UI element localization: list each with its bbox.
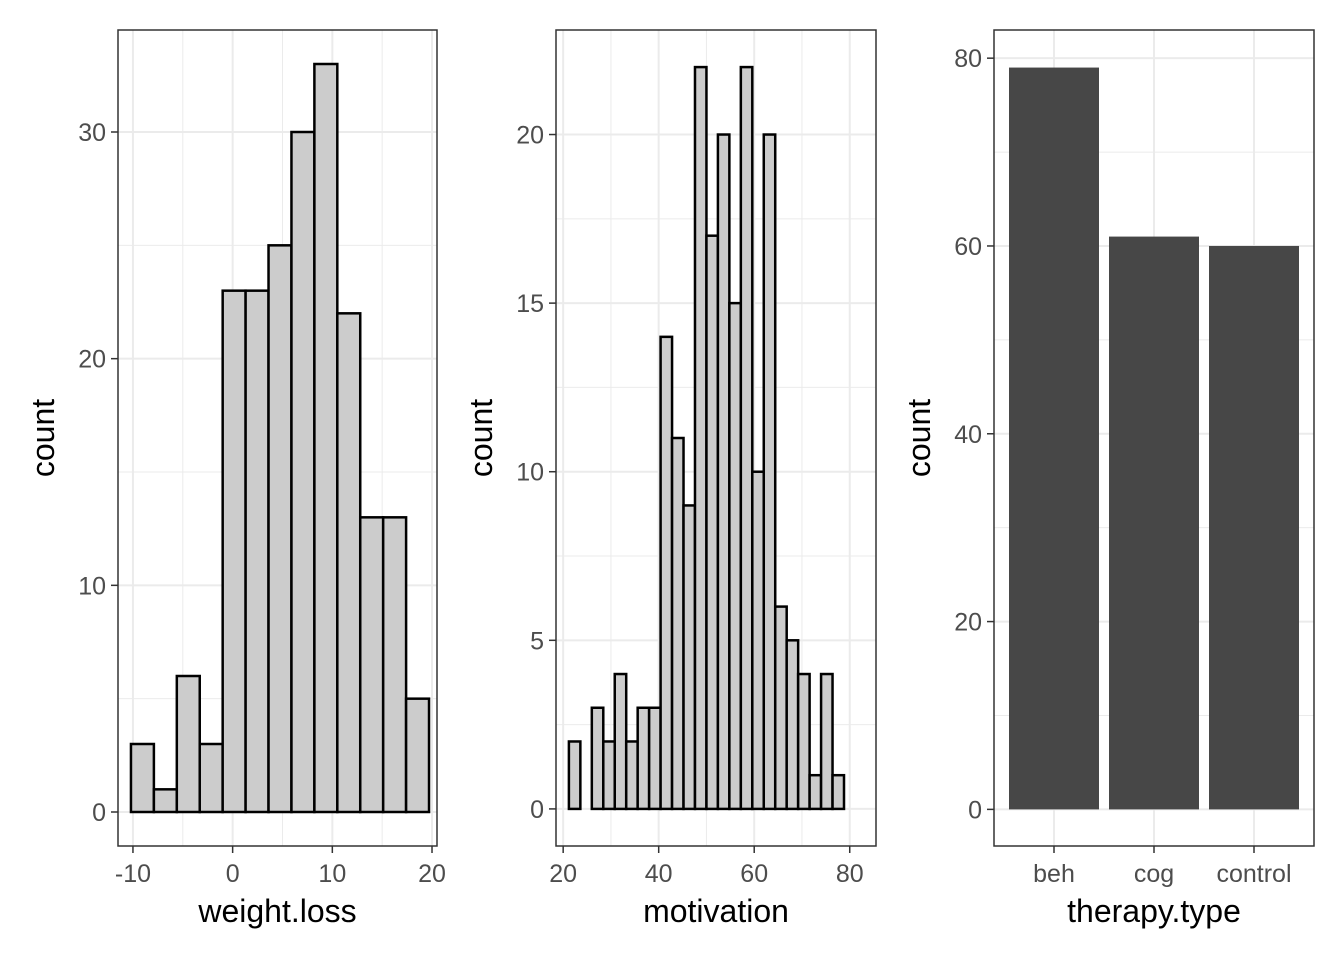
y-tick-label: 60 bbox=[954, 233, 982, 261]
histogram-bar bbox=[198, 742, 224, 814]
y-tick-label: 30 bbox=[78, 119, 106, 147]
histogram-bar bbox=[267, 244, 293, 814]
x-tick-label: cog bbox=[1134, 860, 1174, 888]
histogram-bar bbox=[728, 301, 743, 811]
x-tick-label: 20 bbox=[549, 860, 577, 888]
y-tick-label: 5 bbox=[530, 627, 544, 655]
histogram-bar bbox=[670, 436, 685, 811]
histogram-bar bbox=[773, 605, 788, 811]
histogram-bar bbox=[636, 706, 651, 811]
y-tick-label: 15 bbox=[516, 290, 544, 318]
panel-border bbox=[555, 29, 877, 847]
y-axis-title: count bbox=[25, 399, 61, 477]
y-axis-title: count bbox=[463, 399, 499, 477]
motivation-histogram-panel: 0 5 10 15 20 20 40 60 80 motivation count bbox=[463, 29, 877, 929]
histogram-bar bbox=[244, 289, 270, 814]
y-axis-title: count bbox=[901, 399, 937, 477]
histogram-bar bbox=[404, 697, 431, 814]
histogram-bar bbox=[336, 312, 362, 814]
x-tick-label: 10 bbox=[318, 860, 346, 888]
histogram-bar bbox=[751, 470, 766, 811]
bar-cog bbox=[1109, 236, 1199, 810]
y-tick-label: 40 bbox=[954, 421, 982, 449]
y-tick-label: 10 bbox=[78, 572, 106, 600]
histogram-bar bbox=[808, 773, 823, 811]
weight-loss-histogram-panel: 0 10 20 30 -10 0 10 20 weight.loss count bbox=[25, 29, 446, 929]
histogram-bar bbox=[129, 742, 156, 814]
x-axis-title: weight.loss bbox=[197, 893, 356, 929]
histogram-bar bbox=[290, 130, 316, 814]
x-tick-label: 80 bbox=[836, 860, 864, 888]
therapy-type-bar-panel: 0 20 40 60 80 beh cog control therapy.type count bbox=[901, 29, 1315, 929]
histogram-bar bbox=[682, 504, 697, 811]
histogram-bar bbox=[624, 740, 639, 811]
panel-border bbox=[993, 29, 1315, 847]
y-tick-label: 20 bbox=[954, 609, 982, 637]
y-tick-label: 80 bbox=[954, 45, 982, 73]
y-tick-label: 10 bbox=[516, 459, 544, 487]
histogram-bar bbox=[567, 740, 582, 811]
x-axis-title: therapy.type bbox=[1067, 893, 1241, 929]
bar-beh bbox=[1009, 67, 1099, 810]
histogram-bar bbox=[381, 516, 408, 814]
panel-border bbox=[117, 29, 438, 847]
histogram-bar bbox=[358, 516, 385, 814]
histogram-bar bbox=[831, 773, 846, 811]
histogram-bar bbox=[590, 706, 605, 811]
x-tick-label: control bbox=[1216, 860, 1291, 888]
bar-control bbox=[1209, 245, 1299, 810]
histogram-bar bbox=[221, 289, 247, 814]
x-axis-title: motivation bbox=[643, 893, 789, 929]
histogram-bar bbox=[739, 65, 754, 811]
histogram-bar bbox=[647, 706, 662, 811]
histogram-bar bbox=[152, 788, 179, 814]
histogram-bar bbox=[175, 674, 201, 814]
histogram-bar bbox=[659, 335, 674, 811]
histogram-bar bbox=[602, 740, 616, 811]
y-tick-label: 0 bbox=[530, 796, 544, 824]
histogram-bar bbox=[819, 672, 834, 811]
x-tick-label: 20 bbox=[418, 860, 446, 888]
histogram-bar bbox=[796, 672, 811, 811]
histogram-bar bbox=[762, 133, 777, 811]
histogram-bar bbox=[716, 133, 731, 811]
x-tick-label: -10 bbox=[115, 860, 151, 888]
histogram-bar bbox=[313, 62, 339, 814]
y-tick-label: 0 bbox=[92, 799, 106, 827]
y-tick-label: 20 bbox=[78, 346, 106, 374]
x-tick-label: beh bbox=[1033, 860, 1075, 888]
histogram-bar bbox=[705, 234, 720, 811]
histogram-bar bbox=[785, 639, 800, 811]
histogram-bar bbox=[693, 65, 708, 811]
histogram-bar bbox=[613, 672, 628, 811]
x-tick-label: 60 bbox=[740, 860, 768, 888]
x-tick-label: 0 bbox=[226, 860, 240, 888]
x-tick-label: 40 bbox=[645, 860, 673, 888]
y-tick-label: 20 bbox=[516, 122, 544, 150]
y-tick-label: 0 bbox=[968, 796, 982, 824]
